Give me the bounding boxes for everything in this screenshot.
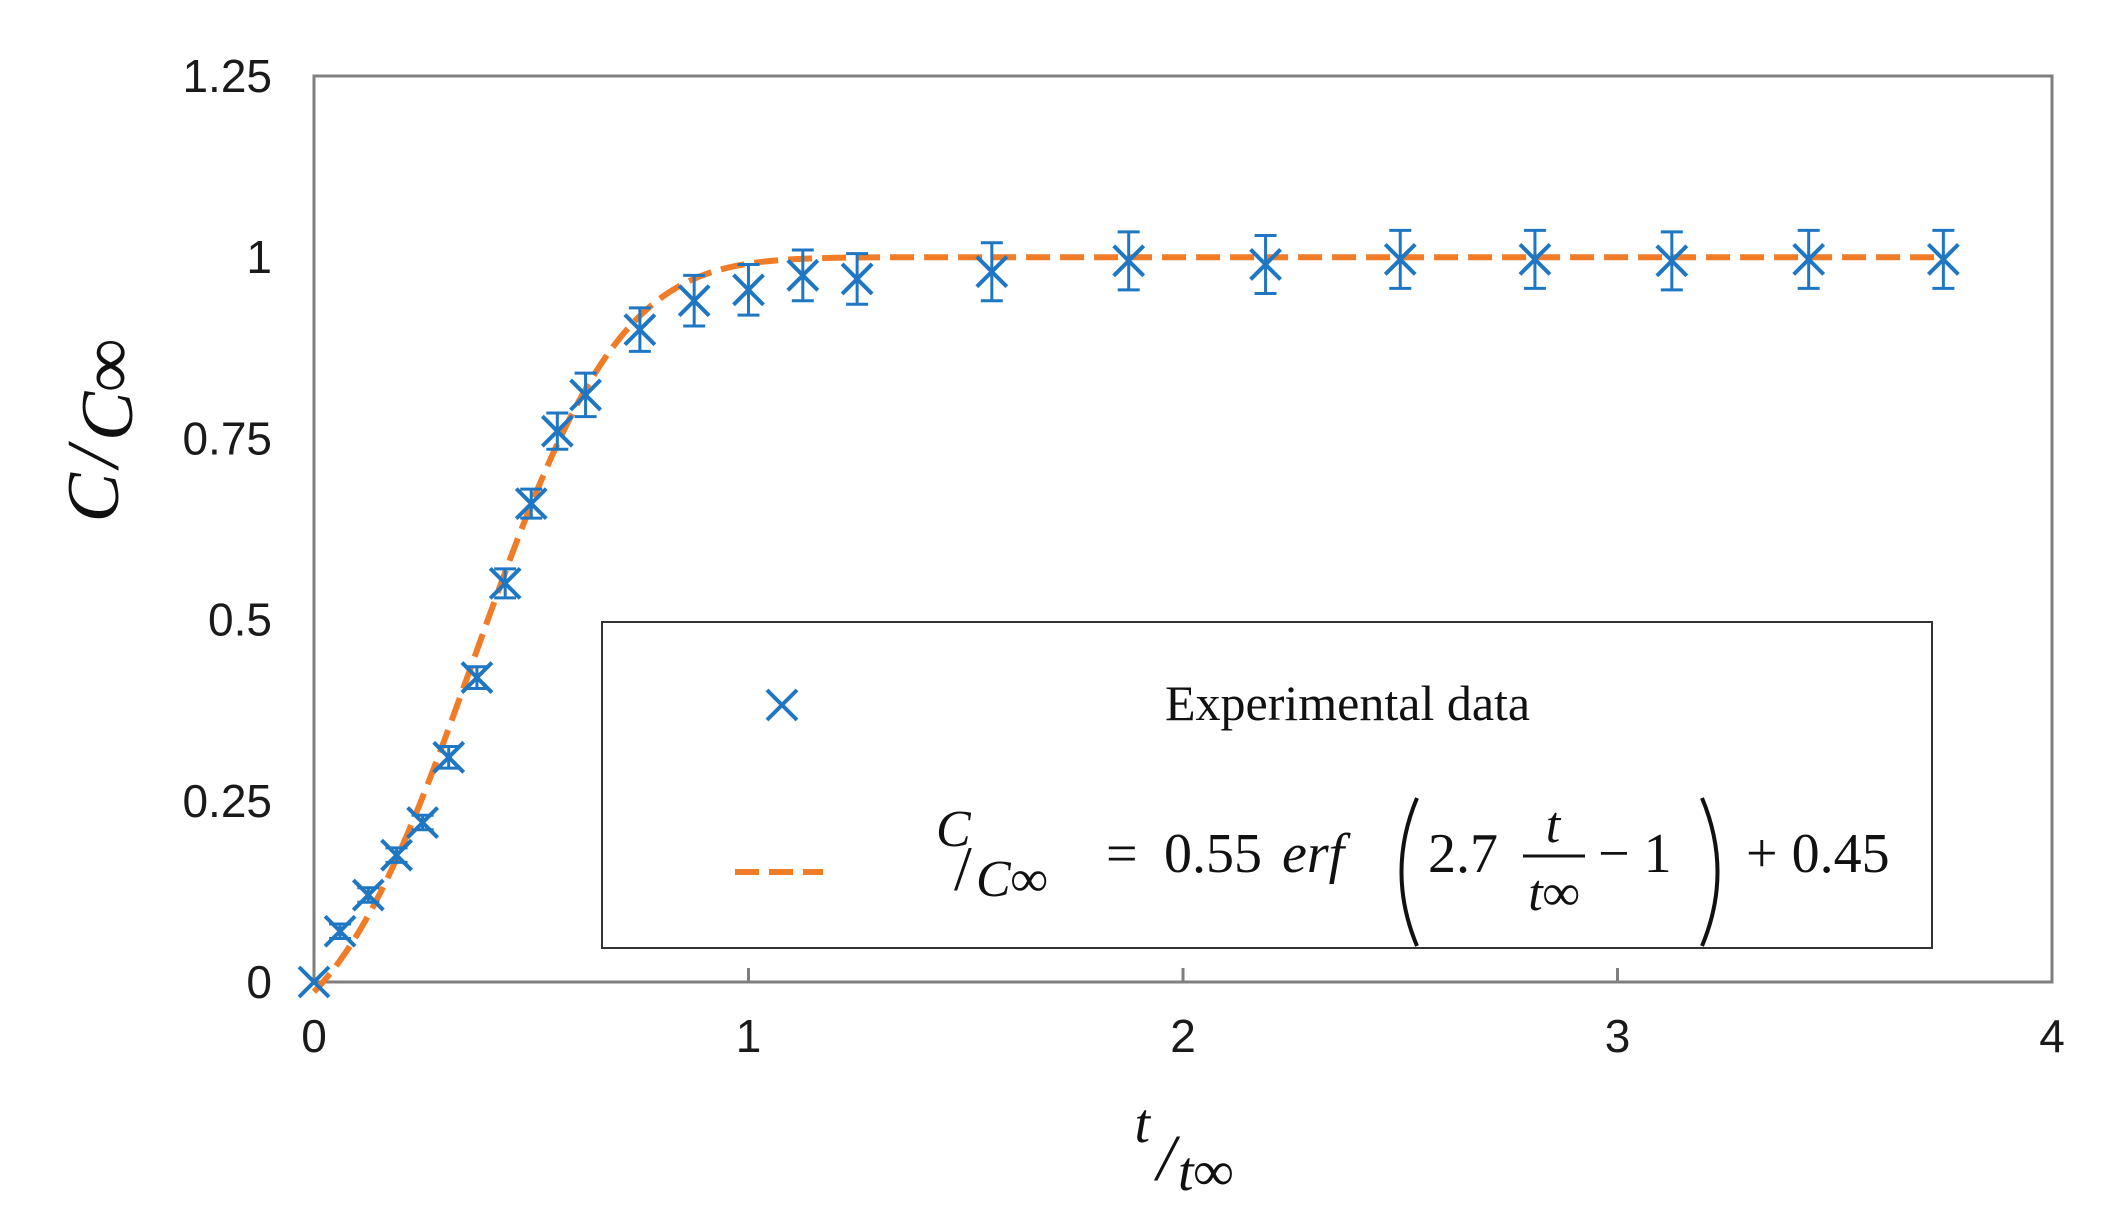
- data-point-marker: [514, 487, 548, 521]
- x-axis-label-numerator: t: [1134, 1093, 1151, 1155]
- data-point-marker: [975, 255, 1009, 289]
- data-point-marker: [297, 965, 331, 999]
- data-point-marker: [406, 806, 440, 839]
- y-tick-label: 1: [246, 231, 272, 283]
- formula-minus-one: − 1: [1598, 823, 1672, 885]
- data-point-marker: [840, 262, 874, 296]
- formula-fraction-denominator: t∞: [1528, 865, 1580, 922]
- x-tick-label: 1: [736, 1010, 762, 1062]
- data-point-marker: [677, 284, 711, 318]
- x-axis-ticks: 0 1 2 3 4: [301, 968, 2065, 1062]
- y-tick-label: 0: [246, 956, 272, 1008]
- y-tick-label: 1.25: [182, 50, 272, 102]
- data-point-marker: [1518, 242, 1552, 276]
- data-point-marker: [1112, 244, 1146, 278]
- data-point-marker: [732, 273, 765, 307]
- formula-equals: =: [1106, 823, 1138, 885]
- data-point-marker: [786, 258, 820, 292]
- formula-lhs-denominator: C∞: [976, 851, 1048, 908]
- data-point-marker: [488, 566, 522, 600]
- x-axis-label-denominator: t∞: [1178, 1141, 1233, 1203]
- y-axis-ticks: 0 0.25 0.5 0.75 1 1.25: [182, 50, 272, 1008]
- x-tick-label: 2: [1170, 1010, 1196, 1062]
- x-tick-label: 3: [1605, 1010, 1631, 1062]
- legend-model-formula: C / C∞ = 0.55 erf 2.7 t t∞ − 1 + 0.45: [936, 797, 1890, 947]
- data-point-marker: [323, 914, 357, 948]
- data-point-marker: [540, 414, 574, 448]
- data-point-marker: [1655, 244, 1689, 278]
- data-point-marker: [569, 378, 602, 412]
- legend: Experimental data C / C∞ = 0.55 erf 2.7 …: [601, 621, 1933, 949]
- y-axis-label-denominator: C∞: [67, 339, 149, 441]
- data-point-marker: [623, 313, 657, 347]
- y-tick-label: 0.5: [208, 594, 272, 646]
- formula-lhs-numerator: C: [936, 801, 972, 858]
- data-point-marker: [1383, 242, 1417, 276]
- experimental-series: [297, 242, 1960, 999]
- legend-experimental-label: Experimental data: [1165, 675, 1530, 731]
- formula-fraction-numerator: t: [1546, 797, 1562, 854]
- x-axis-label: t / t∞: [1134, 1093, 1233, 1203]
- formula-coefficient: 0.55: [1164, 823, 1262, 885]
- formula-right-paren: [1700, 797, 1720, 947]
- data-point-marker: [1249, 248, 1282, 281]
- data-point-marker: [380, 838, 413, 872]
- x-tick-label: 0: [301, 1010, 327, 1062]
- data-point-marker: [460, 661, 494, 694]
- y-axis-label-numerator: C: [53, 471, 135, 522]
- data-point-marker: [1926, 242, 1960, 276]
- legend-experimental-marker: [765, 688, 799, 722]
- formula-inner-coefficient: 2.7: [1428, 823, 1498, 885]
- data-point-marker: [432, 740, 466, 774]
- formula-left-paren: [1399, 797, 1419, 947]
- y-tick-label: 0.25: [182, 775, 272, 827]
- formula-constant: + 0.45: [1746, 823, 1890, 885]
- formula-lhs-slash: /: [954, 833, 972, 904]
- y-tick-label: 0.75: [182, 412, 272, 464]
- x-tick-label: 4: [2039, 1010, 2065, 1062]
- legend-box: [601, 621, 1933, 949]
- data-point-marker: [1792, 242, 1826, 276]
- y-axis-label: C / C∞: [53, 339, 149, 522]
- formula-function: erf: [1282, 823, 1352, 885]
- data-point-marker: [351, 878, 385, 912]
